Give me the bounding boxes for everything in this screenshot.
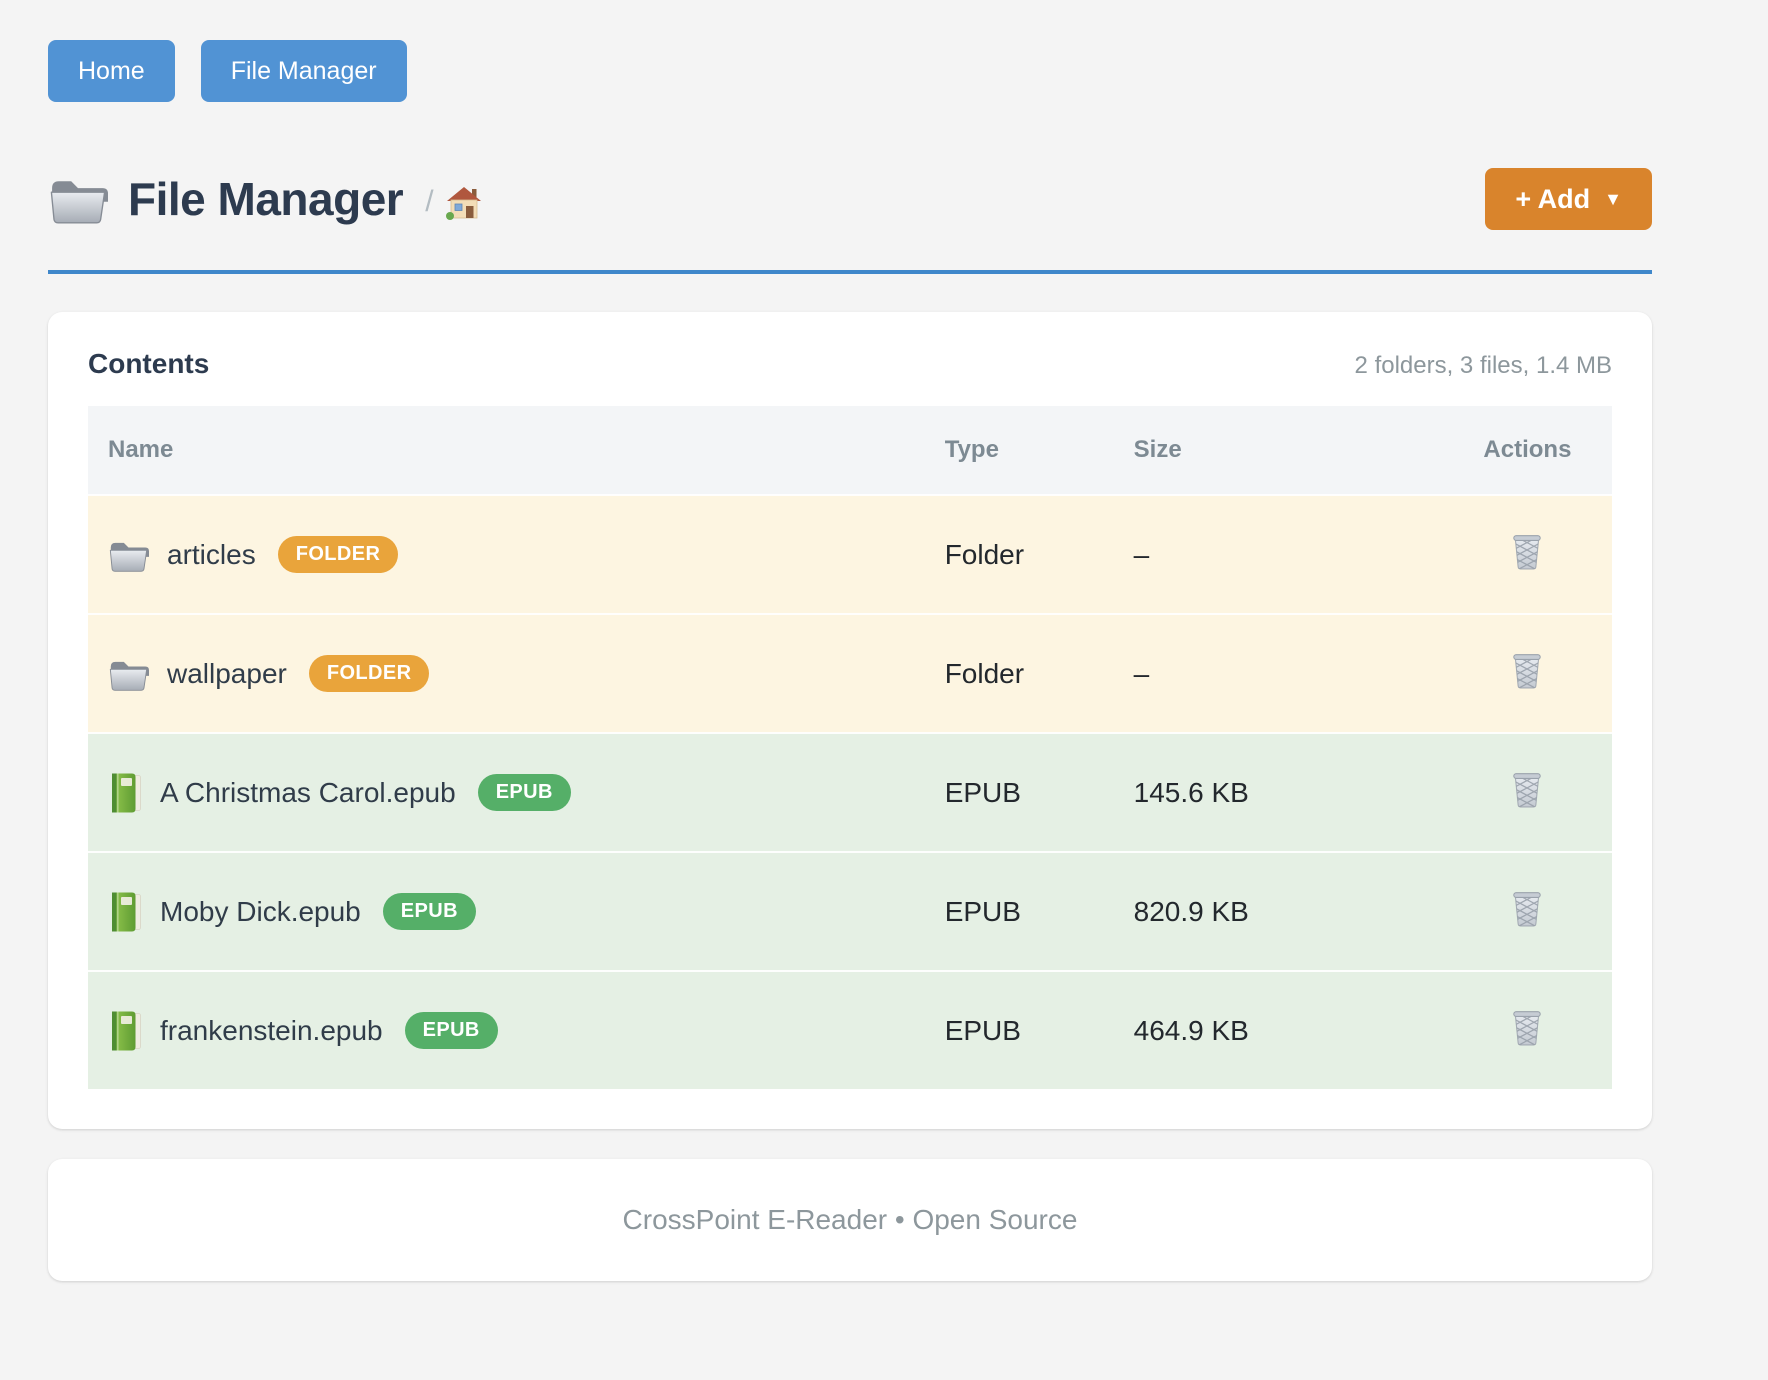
contents-card: Contents 2 folders, 3 files, 1.4 MB Name… (48, 312, 1652, 1129)
contents-table-body: articles FOLDER Folder – wallpaper FOLDE… (88, 495, 1612, 1089)
file-size: 464.9 KB (1133, 1014, 1249, 1046)
file-name-cell: frankenstein.epub EPUB (108, 1011, 905, 1051)
table-row: Moby Dick.epub EPUB EPUB 820.9 KB (88, 852, 1612, 971)
table-row: articles FOLDER Folder – (88, 495, 1612, 614)
page-title: File Manager (128, 173, 404, 225)
trash-icon (1511, 770, 1543, 808)
file-type: EPUB (944, 776, 1021, 808)
table-row: frankenstein.epub EPUB EPUB 464.9 KB (88, 971, 1612, 1089)
column-header-actions: Actions (1442, 406, 1612, 495)
delete-button[interactable] (1511, 1008, 1543, 1046)
column-header-size: Size (1113, 406, 1443, 495)
file-size: 145.6 KB (1133, 776, 1249, 808)
contents-summary: 2 folders, 3 files, 1.4 MB (1354, 352, 1612, 379)
delete-button[interactable] (1511, 532, 1543, 570)
file-name-link[interactable]: A Christmas Carol.epub (160, 776, 456, 808)
file-name-cell: A Christmas Carol.epub EPUB (108, 773, 905, 813)
page: Home File Manager File Manager / + Add ▼… (48, 0, 1652, 1281)
contents-card-header: Contents 2 folders, 3 files, 1.4 MB (88, 348, 1612, 380)
folder-icon (108, 657, 149, 691)
breadcrumb-home-link[interactable] (446, 186, 482, 220)
file-type-badge: FOLDER (308, 655, 430, 692)
file-name-cell: Moby Dick.epub EPUB (108, 892, 905, 932)
book-icon (108, 1011, 142, 1051)
house-icon (446, 186, 482, 220)
delete-button[interactable] (1511, 770, 1543, 808)
breadcrumb-separator: / (425, 185, 434, 218)
file-size: – (1133, 538, 1150, 570)
file-type: EPUB (944, 895, 1021, 927)
table-row: wallpaper FOLDER Folder – (88, 614, 1612, 733)
top-nav: Home File Manager (48, 40, 1652, 102)
column-header-type: Type (924, 406, 1114, 495)
contents-heading: Contents (88, 348, 210, 379)
folder-icon (48, 174, 108, 224)
delete-button[interactable] (1511, 651, 1543, 689)
contents-table: Name Type Size Actions articles FOLDER F… (88, 406, 1612, 1089)
trash-icon (1511, 1008, 1543, 1046)
folder-icon (108, 538, 149, 572)
file-type-badge: EPUB (477, 774, 571, 811)
add-button[interactable]: + Add ▼ (1485, 168, 1652, 230)
book-icon (108, 892, 142, 932)
file-type-badge: FOLDER (277, 536, 399, 573)
file-size: 820.9 KB (1133, 895, 1249, 927)
file-name-link[interactable]: wallpaper (167, 657, 287, 689)
file-type-badge: EPUB (404, 1012, 498, 1049)
title-wrap: File Manager / (48, 172, 482, 226)
accent-rule (48, 270, 1652, 274)
trash-icon (1511, 651, 1543, 689)
file-name-link[interactable]: frankenstein.epub (160, 1014, 383, 1046)
file-type: Folder (944, 657, 1025, 689)
delete-button[interactable] (1511, 889, 1543, 927)
file-type: EPUB (944, 1014, 1021, 1046)
file-name-link[interactable]: articles (167, 538, 256, 570)
page-header: File Manager / + Add ▼ (48, 168, 1652, 230)
file-type: Folder (944, 538, 1025, 570)
file-size: – (1133, 657, 1150, 689)
trash-icon (1511, 889, 1543, 927)
file-name-cell: articles FOLDER (108, 536, 905, 573)
column-header-name: Name (88, 406, 925, 495)
nav-button-file-manager[interactable]: File Manager (200, 40, 407, 102)
file-name-link[interactable]: Moby Dick.epub (160, 895, 361, 927)
footer-text: CrossPoint E-Reader • Open Source (622, 1204, 1078, 1235)
table-row: A Christmas Carol.epub EPUB EPUB 145.6 K… (88, 733, 1612, 852)
file-name-cell: wallpaper FOLDER (108, 655, 905, 692)
footer-card: CrossPoint E-Reader • Open Source (48, 1159, 1652, 1281)
book-icon (108, 773, 142, 813)
chevron-down-icon: ▼ (1604, 188, 1622, 209)
file-type-badge: EPUB (382, 893, 476, 930)
nav-button-home[interactable]: Home (48, 40, 175, 102)
add-button-label: + Add (1515, 183, 1591, 214)
trash-icon (1511, 532, 1543, 570)
table-header-row: Name Type Size Actions (88, 406, 1612, 495)
